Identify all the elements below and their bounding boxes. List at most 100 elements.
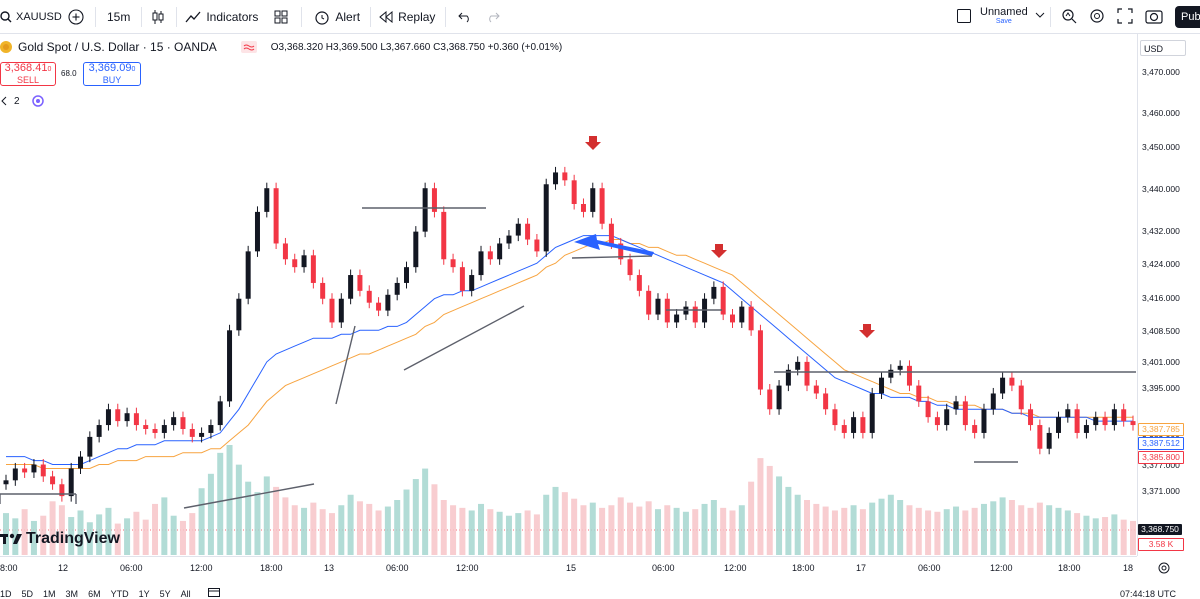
candle-body: [3, 480, 9, 485]
quick-search-icon[interactable]: [1061, 8, 1077, 24]
volume-bar: [729, 510, 736, 555]
volume-bar: [478, 503, 485, 555]
candle-body: [860, 417, 866, 433]
candle-type-icon[interactable]: [151, 9, 165, 25]
candle-body: [105, 409, 111, 426]
volume-bar: [608, 505, 615, 555]
candle-body: [282, 243, 288, 260]
collapse-chevron-icon[interactable]: [0, 96, 8, 106]
range-button[interactable]: 5Y: [159, 589, 171, 599]
time-tick-label: 18:00: [260, 563, 283, 573]
time-tick-label: 06:00: [652, 563, 675, 573]
currency-selector[interactable]: USD: [1140, 40, 1186, 56]
range-button[interactable]: 1D: [0, 589, 12, 599]
redo-icon[interactable]: [486, 11, 501, 23]
buy-button[interactable]: 3,369.090 BUY: [83, 62, 141, 86]
candle-body: [22, 468, 28, 473]
buy-label: BUY: [102, 75, 122, 85]
candle-body: [627, 259, 633, 276]
range-button[interactable]: 1Y: [138, 589, 150, 599]
watermark-text: TradingView: [26, 530, 120, 547]
candle-body: [767, 389, 773, 410]
candle-body: [879, 377, 885, 394]
volume-bar: [850, 505, 857, 555]
candle-body: [590, 188, 596, 212]
currency-label: USD: [1144, 44, 1164, 54]
price-axis[interactable]: [1137, 34, 1200, 556]
spread-value: 68.0: [61, 69, 77, 78]
market-status-icon[interactable]: [240, 41, 257, 53]
fullscreen-icon[interactable]: [1117, 8, 1133, 24]
blue-arrow-icon: [574, 234, 654, 256]
volume-bar: [179, 520, 186, 555]
open-label: O: [270, 41, 279, 53]
candle-body: [171, 417, 177, 426]
chart-settings-icon[interactable]: [1158, 562, 1170, 574]
replay-button[interactable]: Replay: [379, 0, 435, 34]
candle-body: [469, 275, 475, 291]
indicators-button[interactable]: Indicators: [185, 0, 258, 34]
volume-bar: [757, 458, 764, 555]
volume-bar: [1102, 517, 1109, 555]
candle-body: [1083, 425, 1089, 433]
price-badge: 3,368.750: [1138, 524, 1182, 535]
candle-body: [431, 188, 437, 212]
templates-grid-icon[interactable]: [274, 10, 288, 24]
undo-icon[interactable]: [458, 11, 472, 23]
compare-plus-icon[interactable]: [68, 8, 84, 25]
range-button[interactable]: All: [180, 589, 191, 599]
candle-body: [189, 429, 195, 437]
candle-body: [906, 365, 912, 386]
indicator-sync-icon[interactable]: [31, 95, 44, 107]
price-chart[interactable]: [0, 34, 1137, 556]
alarm-clock-icon: [314, 9, 330, 25]
toolbar-divider: [445, 6, 447, 27]
price-tick-label: 3,395.000: [1142, 383, 1180, 393]
candle-body: [608, 223, 614, 244]
calendar-icon[interactable]: [208, 587, 220, 597]
camera-icon[interactable]: [1145, 8, 1163, 24]
sell-button[interactable]: 3,368.410 SELL: [0, 62, 56, 86]
alert-button[interactable]: Alert: [314, 0, 360, 34]
candle-body: [729, 314, 735, 323]
layout-checkbox-icon[interactable]: [957, 9, 971, 23]
range-button[interactable]: 5D: [21, 589, 34, 599]
layout-name[interactable]: Unnamed Save: [980, 6, 1028, 25]
price-tick-label: 3,371.000: [1142, 486, 1180, 496]
range-button[interactable]: 3M: [65, 589, 79, 599]
candle-body: [720, 286, 726, 315]
time-axis[interactable]: [0, 556, 1137, 579]
time-tick-label: 06:00: [918, 563, 941, 573]
volume-bar: [813, 503, 820, 555]
candle-body: [143, 425, 149, 429]
candle-body: [1018, 385, 1024, 410]
range-button[interactable]: 6M: [88, 589, 101, 599]
chevron-down-icon[interactable]: [1035, 11, 1045, 19]
volume-bar: [487, 509, 494, 555]
volume-bar: [999, 497, 1006, 555]
volume-bar: [971, 507, 978, 555]
volume-bar: [561, 492, 568, 555]
settings-gear-icon[interactable]: [1089, 8, 1105, 24]
trend-line: [403, 305, 525, 371]
volume-bar: [1130, 520, 1136, 555]
candle-body: [59, 484, 65, 497]
time-tick-label: 06:00: [386, 563, 409, 573]
time-tick-label: 18:00: [1058, 563, 1081, 573]
volume-bar: [328, 513, 335, 555]
candle-body: [329, 298, 335, 323]
range-button[interactable]: YTD: [110, 589, 129, 599]
candle-body: [301, 255, 307, 268]
price-tick-label: 3,460.000: [1142, 108, 1180, 118]
low-label: L: [380, 41, 386, 53]
symbol-title[interactable]: Gold Spot / U.S. Dollar · 15 · OANDA: [18, 40, 217, 54]
volume-bar: [580, 505, 587, 555]
symbol-search[interactable]: XAUUSD: [0, 0, 62, 34]
time-tick-label: 12:00: [724, 563, 747, 573]
volume-bar: [645, 501, 652, 555]
interval-button[interactable]: 15m: [107, 9, 131, 24]
publish-button[interactable]: Publ: [1175, 6, 1200, 28]
candle-body: [124, 413, 130, 422]
range-button[interactable]: 1M: [43, 589, 56, 599]
utc-clock[interactable]: 07:44:18 UTC: [1120, 589, 1177, 599]
